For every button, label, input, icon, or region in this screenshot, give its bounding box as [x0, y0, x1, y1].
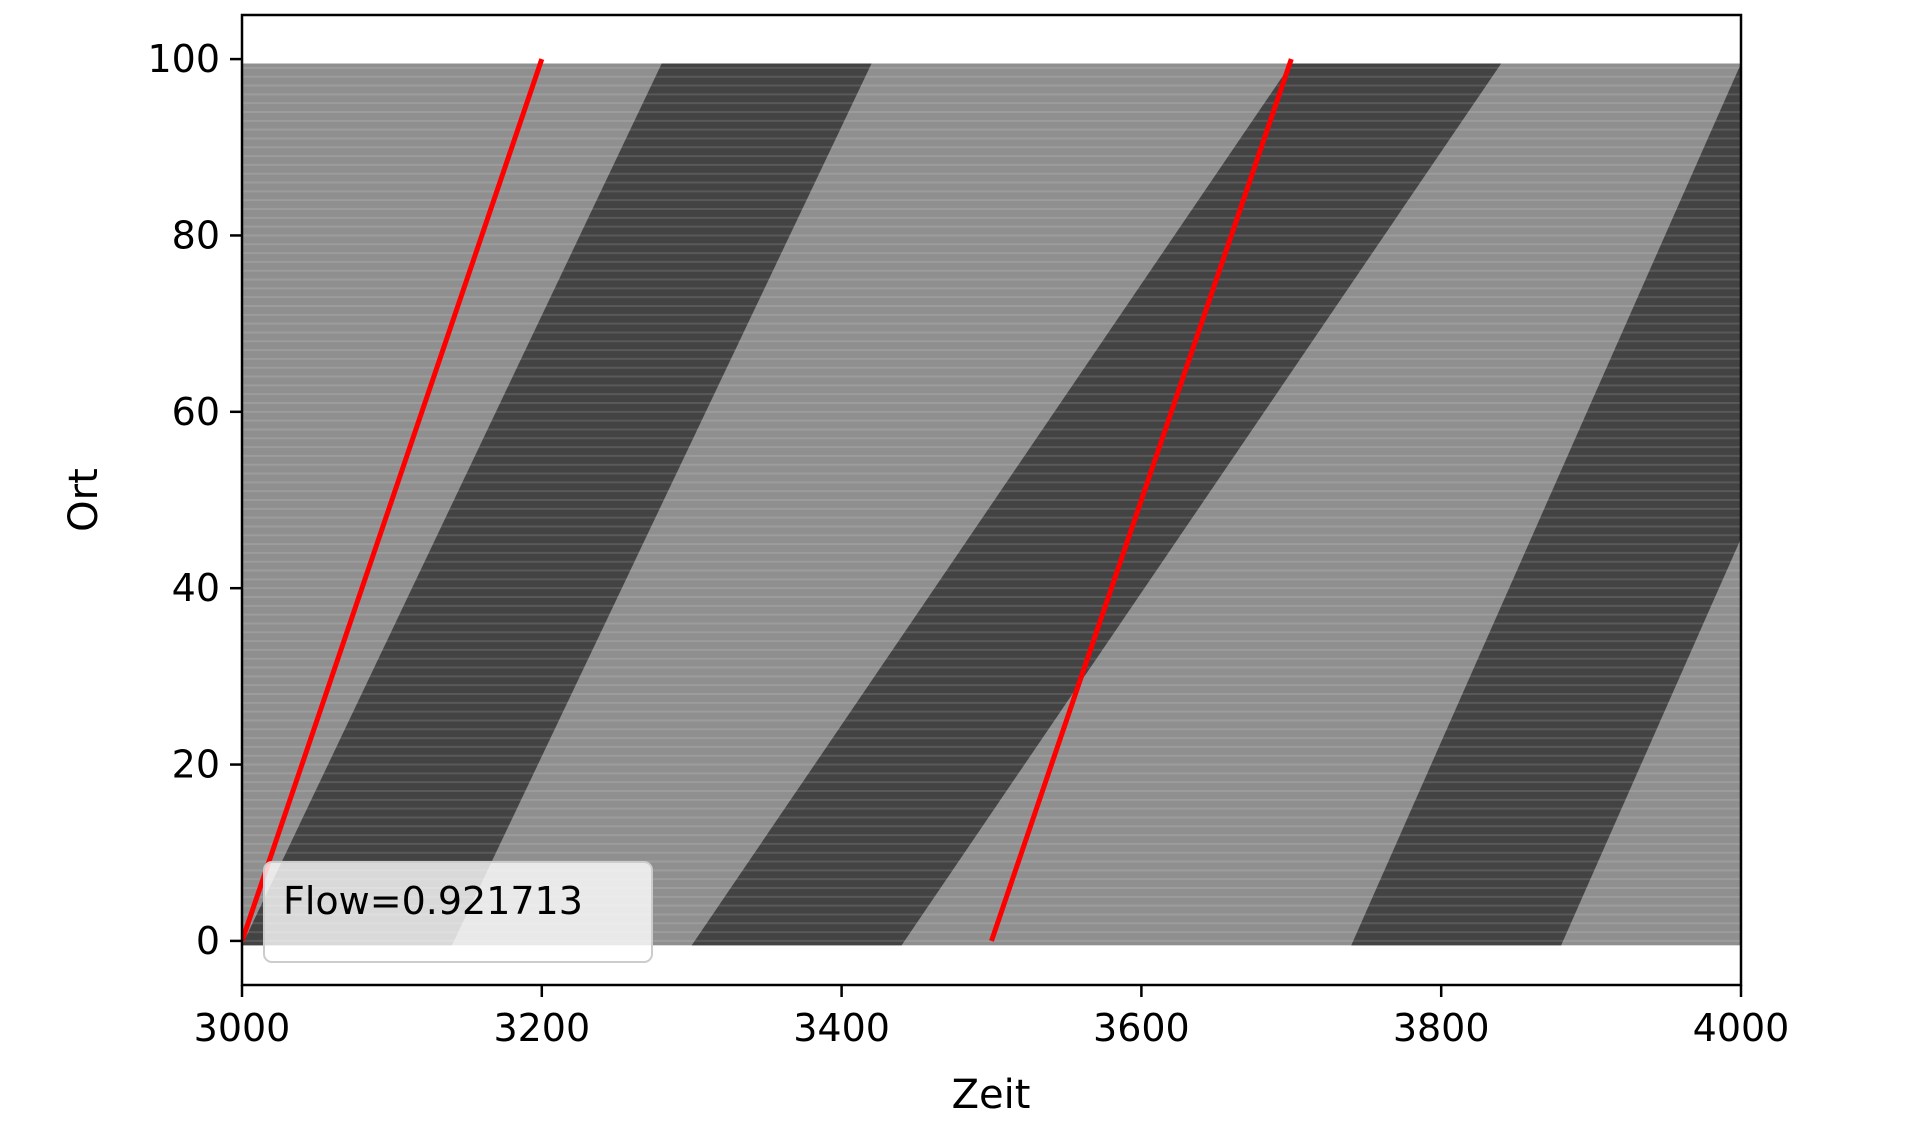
y-axis-ticks: 0 20 40 60 80 100 — [147, 37, 242, 963]
scatter-band-1 — [1351, 63, 1741, 946]
x-axis-ticks: 3000 3200 3400 3600 3800 4000 — [194, 985, 1790, 1050]
plot-frame — [240, 13, 1743, 987]
x-axis-label: Zeit — [952, 1072, 1031, 1118]
x-tick-label: 3800 — [1393, 1006, 1490, 1050]
y-tick-label: 100 — [147, 37, 220, 81]
legend: Flow=0.921713 — [263, 861, 653, 963]
red-lines — [242, 58, 1294, 942]
scatter-band-2 — [242, 63, 872, 946]
x-tick-label: 3600 — [1093, 1006, 1190, 1050]
x-tick-label: 3200 — [493, 1006, 590, 1050]
y-tick-label: 40 — [172, 566, 220, 610]
y-axis-label: Ort — [61, 468, 107, 532]
scatter-band-0 — [691, 63, 1502, 946]
y-tick-label: 80 — [172, 213, 220, 257]
x-tick-label: 3400 — [793, 1006, 890, 1050]
y-tick-label: 20 — [172, 743, 220, 787]
y-tick-label: 0 — [196, 919, 220, 963]
red-line-1 — [989, 58, 1294, 942]
x-tick-label: 3000 — [194, 1006, 291, 1050]
legend-box — [263, 861, 653, 963]
y-tick-label: 60 — [172, 390, 220, 434]
red-line-0 — [242, 58, 545, 942]
legend-entry: Flow=0.921713 — [283, 879, 583, 923]
x-tick-label: 4000 — [1693, 1006, 1790, 1050]
